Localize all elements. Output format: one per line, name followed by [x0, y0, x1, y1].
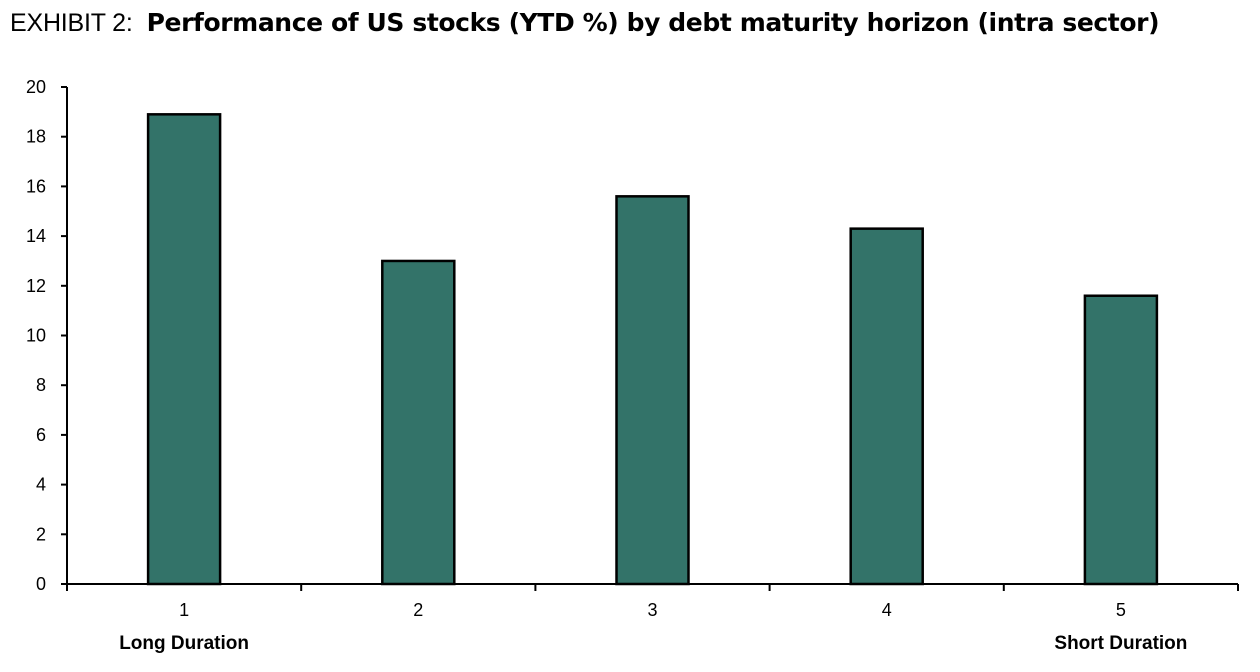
y-tick-label: 10	[26, 326, 46, 346]
y-tick-label: 14	[26, 226, 46, 246]
y-tick-label: 16	[26, 176, 46, 196]
annotation-label: Long Duration	[119, 633, 249, 654]
bars	[146, 113, 1159, 586]
chart-title: Performance of US stocks (YTD %) by debt…	[146, 8, 1160, 37]
x-tick-label: 4	[882, 600, 892, 620]
x-tick-label: 5	[1116, 600, 1126, 620]
y-tick-label: 12	[26, 276, 46, 296]
x-axis: 1 2 3 4 5	[61, 583, 1239, 620]
bar-3	[615, 195, 690, 586]
bar-5	[1083, 294, 1159, 586]
exhibit-label: EXHIBIT 2:	[10, 9, 133, 37]
x-tick-label: 2	[413, 600, 423, 620]
y-tick-label: 2	[36, 524, 46, 544]
title-row: EXHIBIT 2: Performance of US stocks (YTD…	[10, 8, 1159, 48]
x-tick-label: 3	[647, 600, 657, 620]
y-tick-label: 18	[26, 127, 46, 147]
y-tick-label: 0	[36, 574, 46, 594]
y-tick-label: 8	[36, 375, 46, 395]
bar-4	[849, 227, 924, 586]
bar-2	[381, 259, 456, 586]
x-tick-label: 1	[179, 600, 189, 620]
y-axis: 0 2 4 6 8 10 12 14 16 18 20	[26, 77, 68, 594]
annotations: Long Duration Short Duration	[119, 633, 1187, 654]
y-tick-label: 6	[36, 425, 46, 445]
y-tick-label: 20	[26, 77, 46, 97]
bar-1	[146, 113, 222, 586]
annotation-label: Short Duration	[1054, 633, 1187, 654]
y-tick-label: 4	[36, 475, 46, 495]
